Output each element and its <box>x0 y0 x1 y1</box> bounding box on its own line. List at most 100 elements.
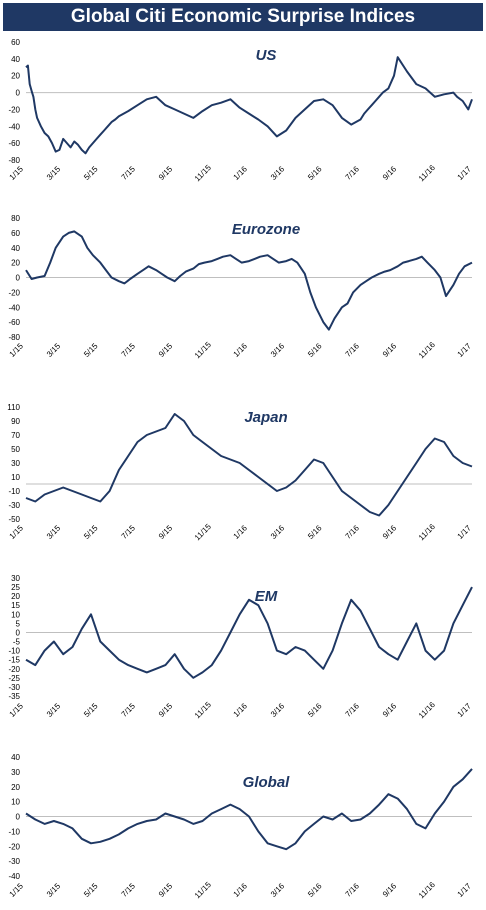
global-x-tick-label: 11/16 <box>417 880 437 900</box>
japan-y-tick-label: 30 <box>11 459 20 468</box>
em-series-line <box>25 586 473 679</box>
global-y-tick-label: 40 <box>11 753 20 762</box>
global-panel-title: Global <box>243 774 291 791</box>
us-x-tick-label: 9/16 <box>381 164 399 182</box>
japan-x-tick-label: 1/16 <box>232 523 250 541</box>
us-y-tick-label: 60 <box>11 38 20 47</box>
japan-x-tick-label: 1/15 <box>8 523 26 541</box>
global-x-tick-label: 1/16 <box>232 881 250 899</box>
chart-title-banner: Global Citi Economic Surprise Indices <box>3 3 483 31</box>
us-x-tick-label: 1/16 <box>232 164 250 182</box>
em-y-tick-label: -20 <box>8 665 20 674</box>
japan-x-tick-label: 9/15 <box>157 523 175 541</box>
eurozone-y-tick-label: -80 <box>8 333 20 342</box>
eurozone-x-tick-label: 5/16 <box>306 341 324 359</box>
global-x-tick-label: 1/17 <box>456 881 474 899</box>
eurozone-x-tick-label: 9/15 <box>157 341 175 359</box>
eurozone-y-tick-label: -40 <box>8 303 20 312</box>
global-x-tick-label: 11/15 <box>193 880 213 900</box>
eurozone-y-tick-label: 0 <box>16 274 21 283</box>
global-y-tick-label: -20 <box>8 842 20 851</box>
us-x-tick-label: 5/15 <box>82 164 100 182</box>
em-x-tick-label: 7/16 <box>344 701 362 719</box>
global-y-tick-label: 10 <box>11 798 20 807</box>
japan-x-tick-label: 1/17 <box>456 523 474 541</box>
em-x-tick-label: 3/16 <box>269 701 287 719</box>
japan-y-tick-label: -30 <box>8 501 20 510</box>
japan-y-tick-label: 10 <box>11 473 20 482</box>
em-x-tick-label: 5/15 <box>82 701 100 719</box>
global-x-tick-label: 7/15 <box>120 881 138 899</box>
us-y-tick-label: -60 <box>8 139 20 148</box>
em-y-tick-label: 15 <box>11 601 20 610</box>
japan-x-tick-label: 3/15 <box>45 523 63 541</box>
eurozone-x-tick-label: 9/16 <box>381 341 399 359</box>
eurozone-x-tick-label: 7/15 <box>120 341 138 359</box>
global-y-tick-label: -10 <box>8 827 20 836</box>
japan-x-tick-label: 3/16 <box>269 523 287 541</box>
global-y-tick-label: -40 <box>8 872 20 881</box>
global-y-tick-label: 0 <box>16 813 21 822</box>
em-y-tick-label: -30 <box>8 683 20 692</box>
global-x-tick-label: 3/15 <box>45 881 63 899</box>
global-x-tick-label: 5/16 <box>306 881 324 899</box>
em-x-tick-label: 11/15 <box>193 700 213 720</box>
global-x-tick-label: 7/16 <box>344 881 362 899</box>
japan-series-line <box>25 413 473 517</box>
us-x-tick-label: 11/15 <box>193 163 213 183</box>
us-x-tick-label: 11/16 <box>417 163 437 183</box>
global-y-tick-label: 30 <box>11 768 20 777</box>
global-y-tick-label: 20 <box>11 783 20 792</box>
global-series-line <box>25 768 473 851</box>
us-y-tick-label: -80 <box>8 156 20 165</box>
em-y-tick-label: 25 <box>11 583 20 592</box>
us-x-tick-label: 3/15 <box>45 164 63 182</box>
eurozone-x-tick-label: 11/15 <box>193 340 213 360</box>
japan-y-tick-label: -10 <box>8 487 20 496</box>
japan-y-tick-label: 90 <box>11 417 20 426</box>
em-x-tick-label: 1/16 <box>232 701 250 719</box>
japan-x-tick-label: 7/15 <box>120 523 138 541</box>
japan-x-tick-label: 9/16 <box>381 523 399 541</box>
global-x-tick-label: 9/15 <box>157 881 175 899</box>
eurozone-x-tick-label: 11/16 <box>417 340 437 360</box>
eurozone-x-tick-label: 7/16 <box>344 341 362 359</box>
eurozone-x-tick-label: 1/15 <box>8 341 26 359</box>
japan-y-tick-label: 110 <box>7 403 20 412</box>
japan-panel-title: Japan <box>244 409 287 426</box>
eurozone-x-tick-label: 5/15 <box>82 341 100 359</box>
em-x-tick-label: 11/16 <box>417 700 437 720</box>
japan-x-tick-label: 5/15 <box>82 523 100 541</box>
eurozone-y-tick-label: -20 <box>8 288 20 297</box>
us-y-tick-label: -20 <box>8 105 20 114</box>
us-series-line <box>25 56 473 155</box>
us-y-tick-label: -40 <box>8 122 20 131</box>
us-x-tick-label: 5/16 <box>306 164 324 182</box>
eurozone-panel-title: Eurozone <box>232 221 300 238</box>
global-x-tick-label: 1/15 <box>8 881 26 899</box>
us-x-tick-label: 1/15 <box>8 164 26 182</box>
em-y-tick-label: -25 <box>8 674 20 683</box>
em-y-tick-label: 30 <box>11 574 20 583</box>
panel-us: 60 40 20 0 -20 -40 -60 -801/15 3/15 5/15 7/15 9/15 1… <box>8 38 474 183</box>
em-x-tick-label: 7/15 <box>120 701 138 719</box>
em-x-tick-label: 5/16 <box>306 701 324 719</box>
us-x-tick-label: 7/16 <box>344 164 362 182</box>
em-y-tick-label: -10 <box>8 647 20 656</box>
eurozone-x-tick-label: 3/15 <box>45 341 63 359</box>
em-x-tick-label: 1/17 <box>456 701 474 719</box>
eurozone-x-tick-label: 3/16 <box>269 341 287 359</box>
eurozone-x-tick-label: 1/17 <box>456 341 474 359</box>
global-x-tick-label: 9/16 <box>381 881 399 899</box>
japan-y-tick-label: 70 <box>11 431 20 440</box>
eurozone-series-line <box>25 230 473 331</box>
em-y-tick-label: -5 <box>13 638 21 647</box>
japan-x-tick-label: 11/16 <box>417 522 437 542</box>
eurozone-y-tick-label: 20 <box>11 259 20 268</box>
global-x-tick-label: 5/15 <box>82 881 100 899</box>
em-y-tick-label: 20 <box>11 592 20 601</box>
eurozone-y-tick-label: 40 <box>11 244 20 253</box>
us-x-tick-label: 7/15 <box>120 164 138 182</box>
